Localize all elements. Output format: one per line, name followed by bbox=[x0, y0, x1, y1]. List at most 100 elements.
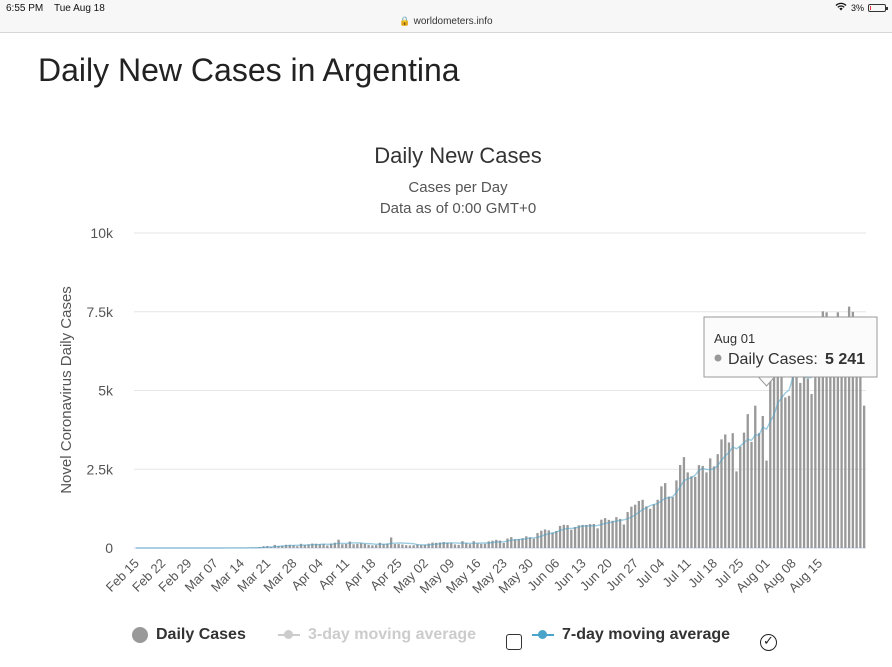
bar-daily-cases[interactable] bbox=[487, 541, 490, 548]
bar-daily-cases[interactable] bbox=[679, 465, 682, 548]
bar-daily-cases[interactable] bbox=[416, 544, 419, 548]
bar-daily-cases[interactable] bbox=[341, 544, 344, 548]
bar-daily-cases[interactable] bbox=[765, 460, 768, 548]
bar-daily-cases[interactable] bbox=[461, 541, 464, 548]
bar-daily-cases[interactable] bbox=[427, 543, 430, 548]
bar-daily-cases[interactable] bbox=[847, 306, 851, 548]
bar-daily-cases[interactable] bbox=[611, 520, 614, 548]
bar-daily-cases[interactable] bbox=[404, 545, 408, 548]
bar-daily-cases[interactable] bbox=[664, 483, 667, 548]
bar-daily-cases[interactable] bbox=[806, 378, 809, 548]
bar-daily-cases[interactable] bbox=[754, 405, 757, 548]
bar-daily-cases[interactable] bbox=[720, 439, 723, 548]
bar-daily-cases[interactable] bbox=[641, 499, 644, 548]
bar-daily-cases[interactable] bbox=[292, 545, 295, 548]
bar-daily-cases[interactable] bbox=[307, 544, 310, 548]
bar-series-daily-cases[interactable] bbox=[202, 306, 866, 549]
bar-daily-cases[interactable] bbox=[483, 543, 487, 548]
address-bar[interactable]: 🔒 worldometers.info bbox=[0, 16, 892, 27]
bar-daily-cases[interactable] bbox=[296, 546, 299, 548]
bar-daily-cases[interactable] bbox=[742, 432, 746, 548]
bar-daily-cases[interactable] bbox=[420, 545, 423, 548]
bar-daily-cases[interactable] bbox=[517, 539, 520, 548]
bar-daily-cases[interactable] bbox=[397, 544, 400, 548]
bar-daily-cases[interactable] bbox=[791, 374, 794, 548]
avg3-checkbox[interactable] bbox=[506, 634, 522, 650]
bar-daily-cases[interactable] bbox=[465, 543, 468, 548]
bar-daily-cases[interactable] bbox=[648, 508, 652, 548]
bar-daily-cases[interactable] bbox=[573, 527, 577, 548]
bar-daily-cases[interactable] bbox=[716, 454, 719, 548]
bar-daily-cases[interactable] bbox=[855, 364, 858, 548]
bar-daily-cases[interactable] bbox=[329, 543, 333, 548]
legend-item-7-day-average[interactable]: 7-day moving average bbox=[532, 626, 730, 644]
bar-daily-cases[interactable] bbox=[757, 433, 761, 548]
bar-daily-cases[interactable] bbox=[585, 524, 588, 548]
bar-daily-cases[interactable] bbox=[836, 312, 840, 548]
bar-daily-cases[interactable] bbox=[314, 543, 318, 548]
bar-daily-cases[interactable] bbox=[690, 476, 693, 548]
bar-daily-cases[interactable] bbox=[799, 382, 802, 548]
bar-daily-cases[interactable] bbox=[311, 543, 314, 548]
bar-daily-cases[interactable] bbox=[821, 311, 824, 548]
bar-daily-cases[interactable] bbox=[513, 539, 517, 548]
bar-daily-cases[interactable] bbox=[862, 405, 866, 548]
bar-daily-cases[interactable] bbox=[577, 525, 580, 548]
bar-daily-cases[interactable] bbox=[660, 486, 663, 548]
bar-daily-cases[interactable] bbox=[626, 512, 629, 548]
avg7-checkbox[interactable] bbox=[760, 633, 777, 651]
bar-daily-cases[interactable] bbox=[622, 524, 626, 548]
bar-daily-cases[interactable] bbox=[746, 414, 749, 549]
bar-daily-cases[interactable] bbox=[476, 543, 479, 548]
bar-daily-cases[interactable] bbox=[780, 370, 783, 548]
bar-daily-cases[interactable] bbox=[453, 544, 457, 548]
bar-daily-cases[interactable] bbox=[633, 504, 637, 548]
bar-daily-cases[interactable] bbox=[581, 524, 584, 548]
bar-daily-cases[interactable] bbox=[686, 472, 689, 548]
bar-daily-cases[interactable] bbox=[675, 480, 678, 548]
bar-daily-cases[interactable] bbox=[536, 533, 539, 548]
legend-item-3-day-average[interactable]: 3-day moving average bbox=[278, 626, 476, 644]
legend-item-daily-cases[interactable]: Daily Cases bbox=[132, 626, 246, 644]
bar-daily-cases[interactable] bbox=[652, 504, 656, 548]
bar-daily-cases[interactable] bbox=[551, 532, 554, 548]
bar-daily-cases[interactable] bbox=[615, 517, 618, 548]
bar-daily-cases[interactable] bbox=[802, 361, 806, 548]
bar-daily-cases[interactable] bbox=[795, 354, 798, 548]
bar-daily-cases[interactable] bbox=[491, 540, 494, 548]
bar-daily-cases[interactable] bbox=[697, 465, 701, 548]
bar-daily-cases[interactable] bbox=[814, 361, 817, 548]
bar-daily-cases[interactable] bbox=[495, 539, 498, 548]
bar-daily-cases[interactable] bbox=[450, 543, 453, 548]
bar-daily-cases[interactable] bbox=[506, 538, 509, 548]
bar-daily-cases[interactable] bbox=[694, 476, 697, 548]
bar-daily-cases[interactable] bbox=[844, 331, 847, 548]
bar-daily-cases[interactable] bbox=[446, 542, 449, 548]
bar-daily-cases[interactable] bbox=[810, 393, 813, 548]
bar-daily-cases[interactable] bbox=[645, 506, 648, 548]
bar-daily-cases[interactable] bbox=[671, 497, 674, 548]
bar-daily-cases[interactable] bbox=[322, 544, 325, 548]
bar-daily-cases[interactable] bbox=[682, 457, 686, 548]
bar-daily-cases[interactable] bbox=[630, 506, 633, 548]
bar-daily-cases[interactable] bbox=[374, 545, 378, 548]
bar-daily-cases[interactable] bbox=[352, 544, 355, 548]
bar-daily-cases[interactable] bbox=[731, 433, 734, 548]
bar-daily-cases[interactable] bbox=[566, 525, 569, 548]
bar-daily-cases[interactable] bbox=[401, 544, 404, 548]
bar-daily-cases[interactable] bbox=[521, 538, 524, 548]
bar-daily-cases[interactable] bbox=[540, 530, 543, 548]
bar-daily-cases[interactable] bbox=[348, 541, 352, 548]
bar-daily-cases[interactable] bbox=[739, 446, 742, 548]
bar-daily-cases[interactable] bbox=[393, 544, 397, 548]
bar-daily-cases[interactable] bbox=[303, 544, 306, 548]
bar-daily-cases[interactable] bbox=[859, 332, 862, 548]
bar-daily-cases[interactable] bbox=[371, 545, 374, 548]
bar-daily-cases[interactable] bbox=[510, 537, 513, 548]
bar-daily-cases[interactable] bbox=[472, 541, 475, 548]
bar-daily-cases[interactable] bbox=[498, 540, 502, 548]
bar-daily-cases[interactable] bbox=[570, 529, 573, 548]
bar-daily-cases[interactable] bbox=[423, 544, 427, 548]
bar-daily-cases[interactable] bbox=[480, 543, 483, 548]
bar-daily-cases[interactable] bbox=[525, 536, 528, 548]
